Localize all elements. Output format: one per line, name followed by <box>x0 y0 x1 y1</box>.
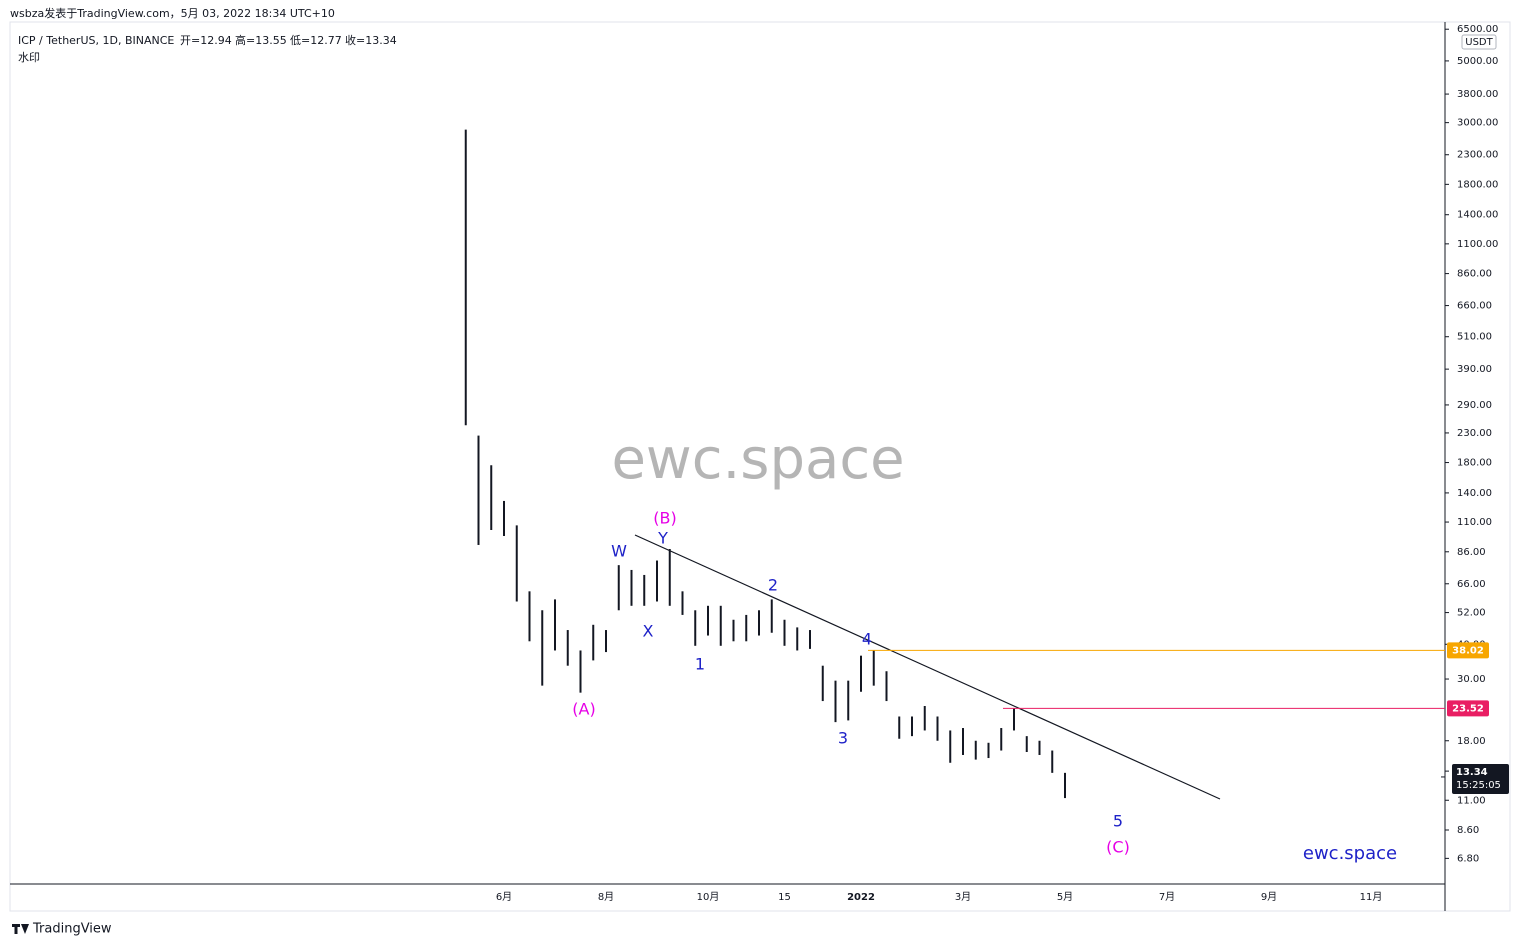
y-tick-label: 230.00 <box>1457 428 1492 439</box>
chart-title: ICP / TetherUS, 1D, BINANCE <box>18 34 174 47</box>
wave-label: 5 <box>1113 812 1123 831</box>
last-price-box <box>1452 763 1509 794</box>
currency: USDT <box>1465 37 1493 48</box>
y-tick-label: 290.00 <box>1457 400 1492 411</box>
wave-label: 3 <box>838 729 848 748</box>
wave-label: 1 <box>695 655 705 674</box>
x-tick-label: 10月 <box>697 891 720 903</box>
x-tick-label: 7月 <box>1159 891 1175 903</box>
y-tick-label: 510.00 <box>1457 332 1492 343</box>
y-tick-label: 8.60 <box>1457 825 1479 836</box>
y-tick-label: 180.00 <box>1457 458 1492 469</box>
footer-logo <box>12 924 29 934</box>
y-tick-label: 11.00 <box>1457 795 1486 806</box>
x-tick-label: 3月 <box>955 891 971 903</box>
wave-label: (B) <box>653 509 676 528</box>
y-tick-label: 660.00 <box>1457 301 1492 312</box>
y-tick-label: 1800.00 <box>1457 179 1498 190</box>
countdown: 15:25:05 <box>1456 780 1501 791</box>
x-tick-label: 2022 <box>847 892 875 903</box>
y-tick-label: 86.00 <box>1457 547 1486 558</box>
level-label: 38.02 <box>1452 645 1484 656</box>
y-tick-label: 390.00 <box>1457 364 1492 375</box>
y-tick-label: 6500.00 <box>1457 24 1498 35</box>
y-tick-label: 860.00 <box>1457 269 1492 280</box>
y-tick-label: 5000.00 <box>1457 56 1498 67</box>
x-tick-label: 11月 <box>1360 891 1383 903</box>
brand-label: ewc.space <box>1303 843 1397 864</box>
wave-label: (C) <box>1106 838 1130 857</box>
wave-label: W <box>611 542 627 561</box>
footer: TradingView <box>32 922 112 937</box>
last-price-label: 13.34 <box>1456 767 1488 778</box>
ohlc-close: 收=13.34 <box>345 33 397 47</box>
y-tick-label: 1100.00 <box>1457 239 1498 250</box>
y-tick-label: 30.00 <box>1457 674 1486 685</box>
y-tick-label: 2300.00 <box>1457 150 1498 161</box>
wave-label: X <box>643 622 654 641</box>
y-tick-label: 6.80 <box>1457 853 1479 864</box>
trend-line <box>634 534 1221 800</box>
x-tick-label: 9月 <box>1261 891 1277 903</box>
ohlc-high: 高=13.55 <box>235 33 287 47</box>
watermark: ewc.space <box>611 427 904 492</box>
y-tick-label: 52.00 <box>1457 608 1486 619</box>
wave-label: 2 <box>768 576 778 595</box>
publisher-line: wsbza发表于TradingView.com，5月 03, 2022 18:3… <box>10 6 335 20</box>
y-tick-label: 110.00 <box>1457 517 1492 528</box>
y-tick-label: 18.00 <box>1457 736 1486 747</box>
x-tick-label: 6月 <box>496 891 512 903</box>
y-tick-label: 3000.00 <box>1457 118 1498 129</box>
subtitle: 水印 <box>18 51 40 64</box>
frame <box>9 21 1511 912</box>
y-tick-label: 3800.00 <box>1457 89 1498 100</box>
wave-label: (A) <box>572 700 595 719</box>
x-tick-label: 8月 <box>598 891 614 903</box>
ohlc-low: 低=12.77 <box>290 34 342 47</box>
x-tick-label: 5月 <box>1057 891 1073 903</box>
wave-label: 4 <box>862 630 872 649</box>
level-box <box>1447 642 1489 659</box>
level-box <box>1447 700 1489 717</box>
wave-label: Y <box>657 529 668 548</box>
x-tick-label: 15 <box>778 892 791 903</box>
ohlc-open: 开=12.94 <box>180 34 232 47</box>
y-tick-label: 140.00 <box>1457 488 1492 499</box>
level-label: 23.52 <box>1452 703 1484 714</box>
currency-box <box>1461 34 1497 50</box>
y-tick-label: 66.00 <box>1457 579 1486 590</box>
y-tick-label: 1400.00 <box>1457 210 1498 221</box>
